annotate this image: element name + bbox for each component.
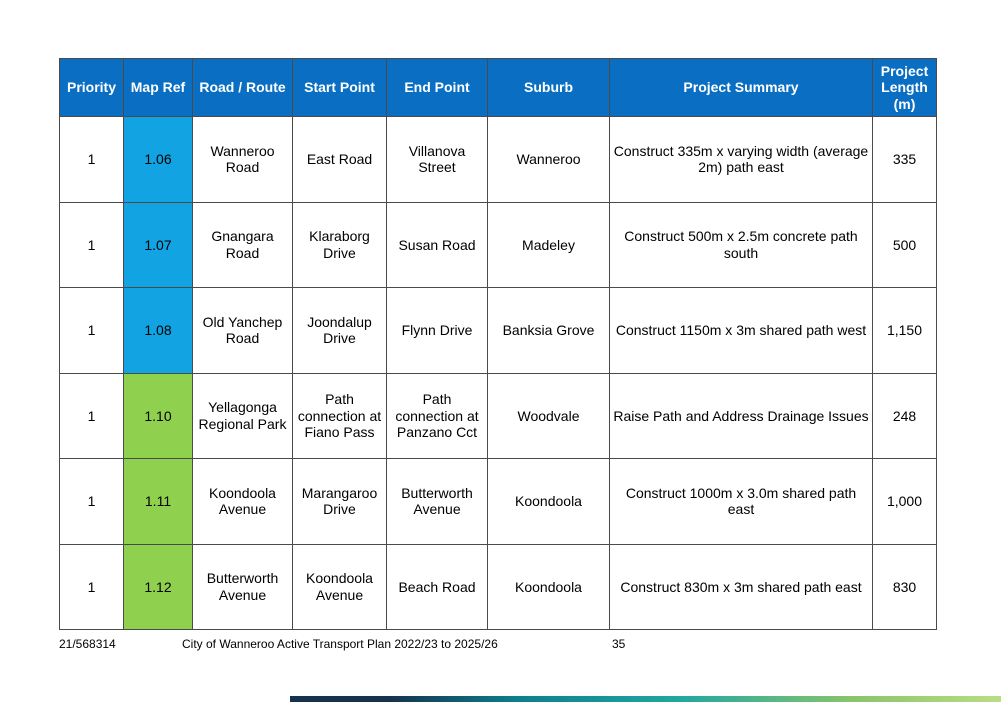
cell-suburb: Wanneroo: [487, 116, 610, 203]
header-project-summary: Project Summary: [609, 58, 873, 117]
cell-road-route: Gnangara Road: [192, 201, 293, 288]
cell-end-point: Beach Road: [386, 543, 488, 630]
cell-priority: 1: [59, 116, 124, 203]
cell-project-summary: Construct 830m x 3m shared path east: [609, 543, 873, 630]
cell-map-ref: 1.06: [123, 116, 193, 203]
table-row: 1 1.07 Gnangara Road Klaraborg Drive Sus…: [59, 201, 937, 288]
cell-road-route: Wanneroo Road: [192, 116, 293, 203]
cell-road-route: Yellagonga Regional Park: [192, 372, 293, 459]
cell-road-route: Koondoola Avenue: [192, 458, 293, 545]
cell-map-ref: 1.08: [123, 287, 193, 374]
decorative-footer-band: [290, 696, 1001, 702]
table-header-row: Priority Map Ref Road / Route Start Poin…: [59, 58, 937, 117]
cell-project-length: 335: [872, 116, 937, 203]
cell-map-ref: 1.11: [123, 458, 193, 545]
table-row: 1 1.06 Wanneroo Road East Road Villanova…: [59, 116, 937, 203]
header-start-point: Start Point: [292, 58, 387, 117]
cell-road-route: Butterworth Avenue: [192, 543, 293, 630]
cell-road-route: Old Yanchep Road: [192, 287, 293, 374]
cell-project-length: 830: [872, 543, 937, 630]
cell-suburb: Madeley: [487, 201, 610, 288]
projects-table: Priority Map Ref Road / Route Start Poin…: [59, 58, 937, 630]
cell-project-length: 1,150: [872, 287, 937, 374]
table-row: 1 1.11 Koondoola Avenue Marangaroo Drive…: [59, 458, 937, 545]
footer-doc-number: 21/568314: [59, 637, 116, 651]
cell-project-summary: Construct 335m x varying width (average …: [609, 116, 873, 203]
cell-project-summary: Construct 1000m x 3.0m shared path east: [609, 458, 873, 545]
cell-priority: 1: [59, 543, 124, 630]
cell-priority: 1: [59, 201, 124, 288]
header-suburb: Suburb: [487, 58, 610, 117]
cell-map-ref: 1.07: [123, 201, 193, 288]
cell-start-point: Marangaroo Drive: [292, 458, 387, 545]
cell-suburb: Koondoola: [487, 543, 610, 630]
header-end-point: End Point: [386, 58, 488, 117]
header-road-route: Road / Route: [192, 58, 293, 117]
cell-end-point: Susan Road: [386, 201, 488, 288]
cell-project-length: 248: [872, 372, 937, 459]
cell-start-point: East Road: [292, 116, 387, 203]
footer-doc-title: City of Wanneroo Active Transport Plan 2…: [182, 637, 498, 651]
cell-start-point: Klaraborg Drive: [292, 201, 387, 288]
cell-start-point: Koondoola Avenue: [292, 543, 387, 630]
header-priority: Priority: [59, 58, 124, 117]
cell-project-summary: Raise Path and Address Drainage Issues: [609, 372, 873, 459]
cell-project-summary: Construct 1150m x 3m shared path west: [609, 287, 873, 374]
cell-suburb: Woodvale: [487, 372, 610, 459]
cell-suburb: Koondoola: [487, 458, 610, 545]
header-map-ref: Map Ref: [123, 58, 193, 117]
cell-end-point: Butterworth Avenue: [386, 458, 488, 545]
table-row: 1 1.08 Old Yanchep Road Joondalup Drive …: [59, 287, 937, 374]
cell-project-length: 500: [872, 201, 937, 288]
cell-start-point: Path connection at Fiano Pass: [292, 372, 387, 459]
cell-end-point: Flynn Drive: [386, 287, 488, 374]
cell-priority: 1: [59, 372, 124, 459]
cell-priority: 1: [59, 458, 124, 545]
cell-suburb: Banksia Grove: [487, 287, 610, 374]
cell-end-point: Path connection at Panzano Cct: [386, 372, 488, 459]
cell-priority: 1: [59, 287, 124, 374]
table-row: 1 1.10 Yellagonga Regional Park Path con…: [59, 372, 937, 459]
cell-end-point: Villanova Street: [386, 116, 488, 203]
header-project-length: Project Length (m): [872, 58, 937, 117]
cell-project-length: 1,000: [872, 458, 937, 545]
table-row: 1 1.12 Butterworth Avenue Koondoola Aven…: [59, 543, 937, 630]
footer-page-number: 35: [612, 637, 626, 651]
cell-map-ref: 1.12: [123, 543, 193, 630]
cell-project-summary: Construct 500m x 2.5m concrete path sout…: [609, 201, 873, 288]
cell-map-ref: 1.10: [123, 372, 193, 459]
cell-start-point: Joondalup Drive: [292, 287, 387, 374]
